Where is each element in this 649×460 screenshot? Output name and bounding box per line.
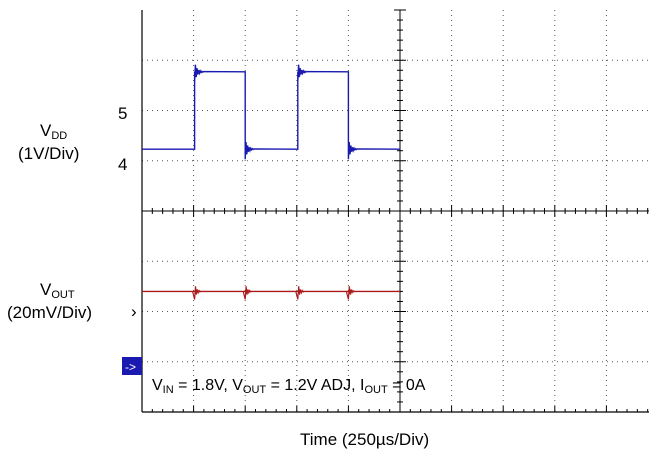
conditions-annotation: VIN = 1.8V, VOUT = 1.2V ADJ, IOUT = 0A (152, 376, 425, 400)
vin-value: = 1.8V, (173, 377, 233, 394)
vout-channel-label: VOUT (40, 280, 75, 305)
vdd-trace (142, 64, 401, 160)
ground-marker (122, 357, 142, 375)
vout-sub: OUT (242, 384, 267, 396)
traces (142, 64, 401, 300)
vout-spike (345, 286, 356, 300)
iout-sub: OUT (364, 384, 388, 396)
vin-sub: IN (162, 384, 174, 396)
vdd-scale-label: (1V/Div) (18, 144, 80, 163)
iout-value: = 0A (387, 377, 426, 394)
vout-main: V (232, 377, 243, 394)
vdd-label-sub: DD (51, 130, 68, 142)
vout-marker: › (131, 302, 137, 321)
vdd-tick-5: 5 (118, 104, 128, 123)
vout-label-sub: OUT (51, 289, 75, 301)
grid (141, 9, 649, 413)
x-axis-label: Time (250µs/Div) (300, 430, 430, 449)
vin-main: V (152, 377, 163, 394)
vout-spike (192, 286, 202, 300)
vout-spike (295, 286, 305, 300)
vdd-tick-4: 4 (118, 155, 128, 174)
iout-main: I (359, 377, 365, 394)
vdd-label-main: V (40, 121, 52, 140)
vout-value: = 1.2V ADJ, (266, 377, 360, 394)
vdd-channel-label: VDD (40, 121, 67, 146)
vout-label-main: V (40, 280, 52, 299)
vout-scale-label: (20mV/Div) (7, 303, 93, 322)
ground-marker-arrow: -> (125, 360, 136, 374)
vout-spike (242, 286, 252, 300)
